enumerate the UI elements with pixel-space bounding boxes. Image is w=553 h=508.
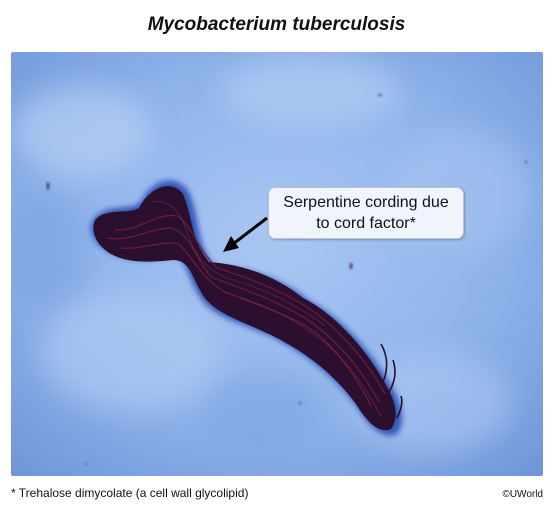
micrograph-image <box>11 52 543 476</box>
annotation-callout: Serpentine cording due to cord factor* <box>268 187 464 239</box>
footnote: * Trehalose dimycolate (a cell wall glyc… <box>11 486 249 500</box>
callout-line-1: Serpentine cording due <box>283 194 449 211</box>
callout-line-2: to cord factor* <box>316 215 416 232</box>
copyright-credit: ©UWorld <box>502 489 543 500</box>
figure-title: Mycobacterium tuberculosis <box>147 14 406 35</box>
